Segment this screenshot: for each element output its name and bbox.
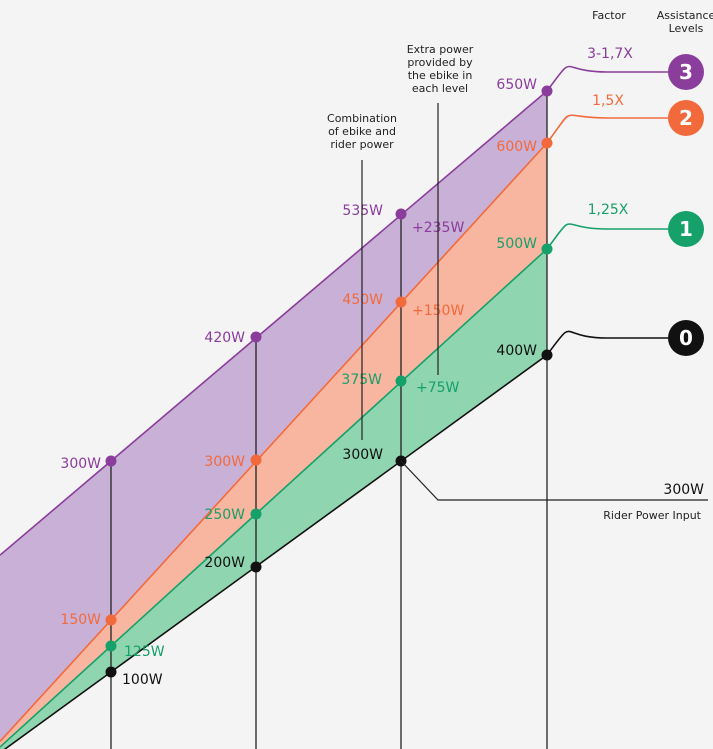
value-label-level0-3: 400W xyxy=(496,343,537,359)
point-level2-0 xyxy=(105,614,117,626)
point-level2-2 xyxy=(395,296,407,308)
rider-input-label: Rider Power Input xyxy=(603,509,701,522)
badge-level1 xyxy=(668,211,704,247)
combination-note-line-1: of ebike and xyxy=(328,125,396,138)
value-label-level1-0: 125W xyxy=(124,644,165,660)
extra-note-line-1: provided by xyxy=(407,56,473,69)
combination-note-line-0: Combination xyxy=(327,112,397,125)
value-label-level2-1: 300W xyxy=(204,454,245,470)
header-factor: Factor xyxy=(592,9,626,22)
extra-note-line-0: Extra power xyxy=(407,43,474,56)
combination-note-line-2: rider power xyxy=(330,138,394,151)
point-level3-1 xyxy=(250,331,262,343)
badge-text-level3: 3 xyxy=(679,60,693,84)
extra-note-line-3: each level xyxy=(412,82,468,95)
point-level3-2 xyxy=(395,208,407,220)
point-level1-3 xyxy=(541,243,553,255)
point-level1-0 xyxy=(105,640,117,652)
badge-text-level0: 0 xyxy=(679,326,693,350)
fill-level2 xyxy=(0,143,547,748)
point-level0-0 xyxy=(105,666,117,678)
factor-label-level2: 1,5X xyxy=(592,93,624,109)
value-label-level3-1: 420W xyxy=(204,330,245,346)
point-level0-1 xyxy=(250,561,262,573)
value-label-level0-0: 100W xyxy=(122,672,163,688)
value-label-level2-3: 600W xyxy=(496,139,537,155)
point-level3-0 xyxy=(105,455,117,467)
extra-power-label-0: +75W xyxy=(416,380,460,396)
badge-level2 xyxy=(668,100,704,136)
factor-label-level3: 3-1,7X xyxy=(587,46,633,62)
badge-text-level2: 2 xyxy=(679,106,693,130)
badge-level0 xyxy=(668,320,704,356)
value-label-level2-0: 150W xyxy=(60,612,101,628)
factor-label-level1: 1,25X xyxy=(588,202,629,218)
value-label-level1-1: 250W xyxy=(204,507,245,523)
value-label-level1-3: 500W xyxy=(496,236,537,252)
value-label-level3-0: 300W xyxy=(60,456,101,472)
area-fills xyxy=(0,91,547,749)
header-assistance-line-1: Levels xyxy=(669,22,704,35)
point-level1-1 xyxy=(250,508,262,520)
header-assistance-line-0: Assistance xyxy=(657,9,713,22)
point-level1-2 xyxy=(395,375,407,387)
value-label-level3-3: 650W xyxy=(496,77,537,93)
rider-input-connector xyxy=(400,460,708,501)
badge-level3 xyxy=(668,54,704,90)
value-label-level0-1: 200W xyxy=(204,555,245,571)
rider-input-value: 300W xyxy=(663,482,704,498)
level-badges: 0 1 2 3 xyxy=(668,54,704,356)
point-level0-3 xyxy=(541,349,553,361)
value-label-level3-2: 535W xyxy=(342,203,383,219)
fill-level3 xyxy=(0,91,547,742)
point-level3-3 xyxy=(541,85,553,97)
point-level2-3 xyxy=(541,137,553,149)
point-level2-1 xyxy=(250,454,262,466)
value-label-level0-2: 300W xyxy=(342,447,383,463)
value-label-level2-2: 450W xyxy=(342,292,383,308)
extra-note-line-2: the ebike in xyxy=(408,69,473,82)
badge-text-level1: 1 xyxy=(679,217,693,241)
